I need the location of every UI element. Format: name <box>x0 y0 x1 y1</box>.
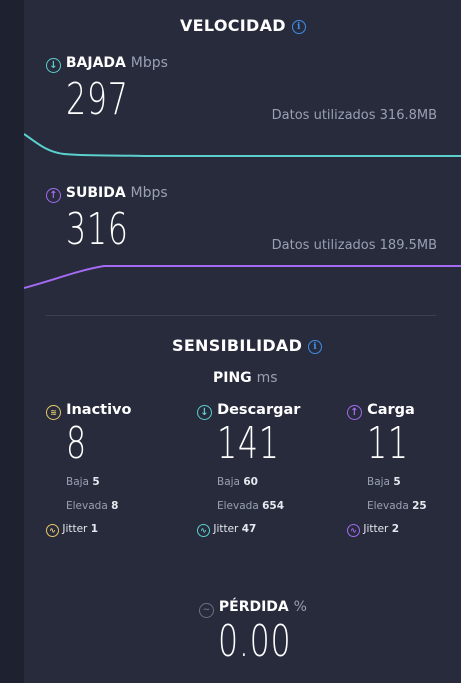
ping-unit: ms <box>256 370 278 386</box>
jitter-icon: ∿ <box>197 524 210 537</box>
download-label: BAJADA <box>65 55 126 71</box>
sidebar-panel <box>0 0 24 683</box>
idle-low-row: Baja 5 <box>66 476 100 488</box>
upload-low-row: Baja 5 <box>367 476 401 488</box>
download-arrow-icon: ↓ <box>46 58 61 73</box>
download-icon: ↓ <box>197 405 212 420</box>
download-high-row: Elevada 654 <box>217 500 285 512</box>
download-label-row: ↓ BAJADA Mbps <box>46 55 168 73</box>
info-icon[interactable]: i <box>291 20 306 34</box>
idle-label: Inactivo <box>66 402 132 418</box>
upload-ping-value: 11 <box>367 418 409 469</box>
download-data-used: Datos utilizados 316.8MB <box>271 108 437 123</box>
upload-label-row: ↑ SUBIDA Mbps <box>46 185 168 203</box>
speed-title-text: VELOCIDAD <box>180 16 286 35</box>
download-speed-graph <box>24 133 461 157</box>
ping-upload-column: ↑ Carga 11 Baja 5 Elevada 25 ∿ Jitter 2 <box>347 402 457 537</box>
download-jitter-row: ∿ Jitter 47 <box>197 523 256 537</box>
idle-jitter-row: ∿ Jitter 1 <box>46 523 98 537</box>
speed-section-title: VELOCIDAD i <box>180 16 306 35</box>
upload-unit: Mbps <box>130 185 168 201</box>
upload-arrow-icon: ↑ <box>46 188 61 203</box>
upload-high-row: Elevada 25 <box>367 500 427 512</box>
loss-label: PÉRDIDA <box>218 599 289 615</box>
upload-speed-graph <box>24 265 461 289</box>
responsiveness-section-title: SENSIBILIDAD i <box>172 336 323 355</box>
responsiveness-title-text: SENSIBILIDAD <box>172 336 303 355</box>
loss-unit: % <box>293 599 307 615</box>
jitter-icon: ∿ <box>347 524 360 537</box>
loss-label-row: ~ PÉRDIDA % <box>199 599 307 618</box>
ping-download-column: ↓ Descargar 141 Baja 60 Elevada 654 ∿ Ji… <box>197 402 337 537</box>
idle-icon: ≋ <box>46 405 61 420</box>
jitter-icon: ∿ <box>46 524 59 537</box>
download-unit: Mbps <box>130 55 168 71</box>
upload-value: 316 <box>66 204 129 255</box>
upload-data-used: Datos utilizados 189.5MB <box>271 238 437 253</box>
idle-ping-value: 8 <box>66 418 87 469</box>
download-ping-value: 141 <box>217 418 280 469</box>
upload-label: SUBIDA <box>65 185 126 201</box>
ping-idle-column: ≋ Inactivo 8 Baja 5 Elevada 8 ∿ Jitter 1 <box>46 402 186 537</box>
loss-value: 0.00 <box>218 616 292 667</box>
upload-icon: ↑ <box>347 405 362 420</box>
packet-loss-icon: ~ <box>199 603 214 618</box>
ping-label: PING <box>213 370 252 386</box>
download-low-row: Baja 60 <box>217 476 258 488</box>
download-ping-label: Descargar <box>217 402 301 418</box>
idle-high-row: Elevada 8 <box>66 500 119 512</box>
upload-jitter-row: ∿ Jitter 2 <box>347 523 399 537</box>
download-value: 297 <box>66 74 129 125</box>
ping-label-row: PING ms <box>213 370 278 386</box>
section-divider <box>46 315 436 316</box>
info-icon[interactable]: i <box>308 340 323 354</box>
upload-ping-label: Carga <box>367 402 415 418</box>
